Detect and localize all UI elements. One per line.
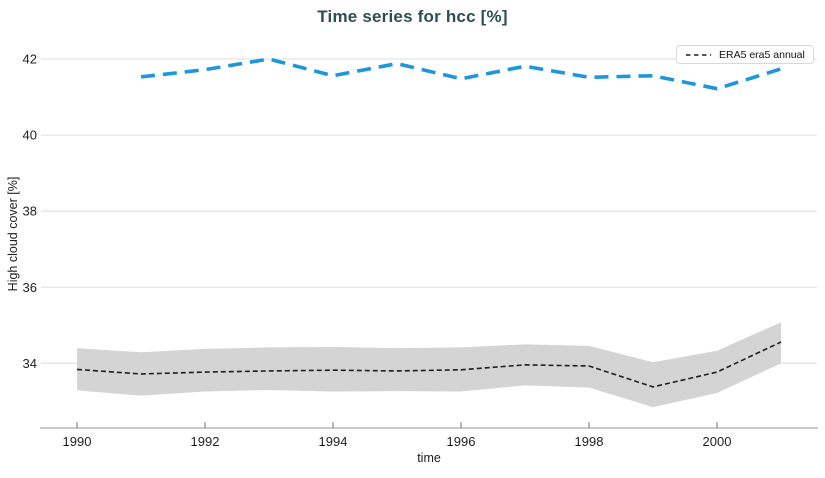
y-tick-label: 42	[23, 52, 37, 67]
legend[interactable]: ERA5 era5 annual	[676, 45, 814, 64]
x-tick-label: 2000	[703, 434, 732, 449]
legend-dashed-line-icon	[686, 53, 711, 56]
chart-title: Time series for hcc [%]	[317, 7, 508, 26]
x-tick-label: 1990	[63, 434, 92, 449]
y-tick-label: 40	[23, 128, 37, 143]
era5-annual-line	[76, 341, 782, 388]
x-tick-label: 1996	[447, 434, 476, 449]
x-tick-label: 1992	[191, 434, 220, 449]
x-tick-label: 1994	[319, 434, 348, 449]
legend-entry-label: ERA5 era5 annual	[719, 48, 805, 61]
y-tick-label: 36	[23, 280, 37, 295]
x-axis-title: time	[417, 451, 441, 465]
x-tick-label: 1998	[575, 434, 604, 449]
y-tick-label: 34	[23, 356, 37, 371]
y-tick-label: 38	[23, 204, 37, 219]
uncertainty-band	[77, 322, 781, 408]
y-axis-title: High cloud cover [%]	[6, 176, 20, 292]
